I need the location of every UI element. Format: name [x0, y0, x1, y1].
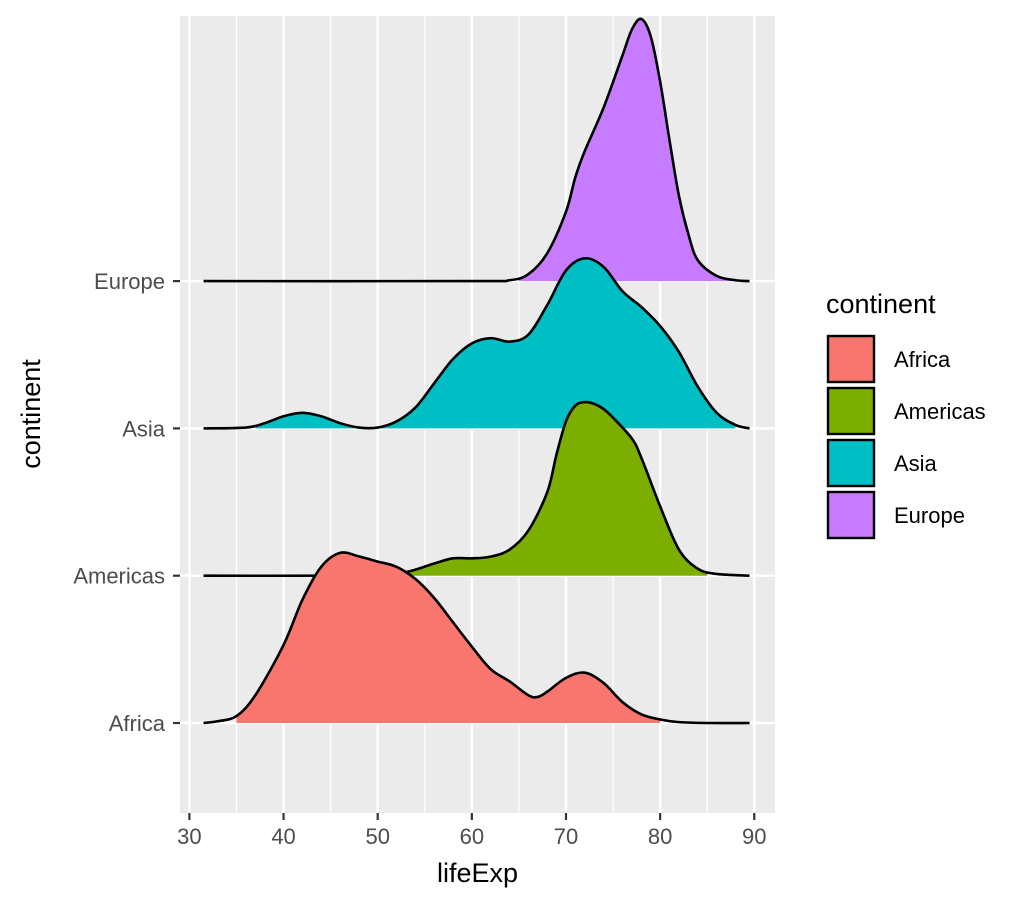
ridge-fill-europe — [518, 18, 736, 282]
ridges — [203, 17, 750, 725]
x-tick-label: 80 — [648, 824, 672, 849]
x-tick-label: 40 — [271, 824, 295, 849]
x-tick-label: 50 — [365, 824, 389, 849]
legend: continent Africa Americas Asia Europe — [826, 289, 986, 540]
ridge-fill-africa — [236, 552, 661, 723]
ridge-outline-africa — [203, 551, 750, 725]
legend-swatch — [826, 438, 876, 488]
ridge-asia — [203, 256, 750, 430]
y-tick-label: Europe — [94, 269, 165, 294]
legend-title: continent — [826, 289, 936, 319]
x-tick-label: 70 — [554, 824, 578, 849]
ridge-outline-europe — [203, 17, 750, 283]
ridge-outline-asia — [203, 256, 750, 430]
ridge-fill-asia — [255, 258, 736, 429]
legend-label: Africa — [894, 347, 951, 372]
y-tick-label: Africa — [109, 711, 166, 736]
legend-item-asia: Asia — [826, 438, 938, 488]
x-tick-label: 60 — [460, 824, 484, 849]
legend-label: Europe — [894, 503, 965, 528]
x-tick-label: 90 — [742, 824, 766, 849]
legend-swatch — [826, 334, 876, 384]
y-axis: Africa Americas Asia Europe — [73, 269, 180, 736]
legend-label: Asia — [894, 451, 938, 476]
x-tick-label: 30 — [177, 824, 201, 849]
ridge-africa — [203, 551, 750, 725]
ridge-americas — [203, 400, 750, 578]
ridge-fill-americas — [405, 402, 708, 576]
x-axis: 30 40 50 60 70 80 90 — [177, 813, 767, 849]
y-axis-title: continent — [16, 359, 46, 469]
ridge-europe — [203, 17, 750, 283]
legend-item-africa: Africa — [826, 334, 951, 384]
legend-item-americas: Americas — [826, 386, 986, 436]
x-axis-title: lifeExp — [437, 858, 518, 888]
legend-item-europe: Europe — [826, 490, 965, 540]
legend-swatch — [826, 386, 876, 436]
y-tick-label: Americas — [73, 564, 165, 589]
legend-label: Americas — [894, 399, 986, 424]
y-tick-label: Asia — [122, 416, 166, 441]
ridge-outline-americas — [203, 400, 750, 578]
legend-swatch — [826, 490, 876, 540]
